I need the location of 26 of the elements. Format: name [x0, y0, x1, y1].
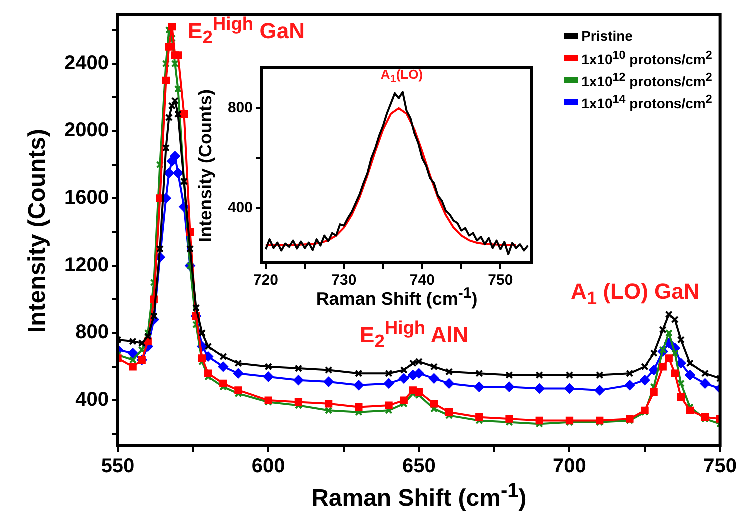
x-tick-label: 750 [704, 456, 738, 478]
y-tick-label: 1600 [64, 187, 109, 210]
y-tick-label: 2000 [64, 120, 109, 142]
y-tick-label: 800 [76, 322, 109, 344]
annotation: A$_{1}$ (LO) GaN [571, 279, 700, 309]
y-axis-title: Intensity (Counts) [196, 89, 216, 242]
x-tick-label: 700 [553, 456, 586, 478]
annotation: E$_{2}$$^{High}$ AlN [360, 317, 469, 352]
y-tick-label: 800 [228, 100, 253, 117]
x-tick-label: 650 [402, 456, 436, 478]
x-tick-label: 720 [253, 272, 278, 290]
x-axis-title: Raman Shift (cm$^{-1}$) [310, 480, 528, 513]
x-tick-label: 550 [101, 456, 135, 478]
y-tick-label: 1200 [64, 254, 109, 276]
x-tick-label: 600 [252, 456, 286, 478]
y-tick-label: 2400 [64, 52, 109, 74]
legend-label: Pristine [582, 28, 633, 44]
annotation: E$_{2}$$^{High}$ GaN [188, 13, 305, 48]
y-tick-label: 400 [76, 389, 109, 412]
y-tick-label: 400 [228, 199, 253, 216]
x-tick-label: 750 [488, 272, 514, 290]
annotation: A$_{1}$(LO) [380, 67, 424, 86]
legend-label: 1x10$^{10}$ protons/cm$^{2}$ [582, 48, 712, 68]
legend-label: 1x10$^{12}$ protons/cm$^{2}$ [582, 70, 712, 90]
legend-label: 1x10$^{14}$ protons/cm$^{2}$ [582, 92, 712, 112]
y-axis-title: Intensity (Counts) [24, 128, 52, 332]
